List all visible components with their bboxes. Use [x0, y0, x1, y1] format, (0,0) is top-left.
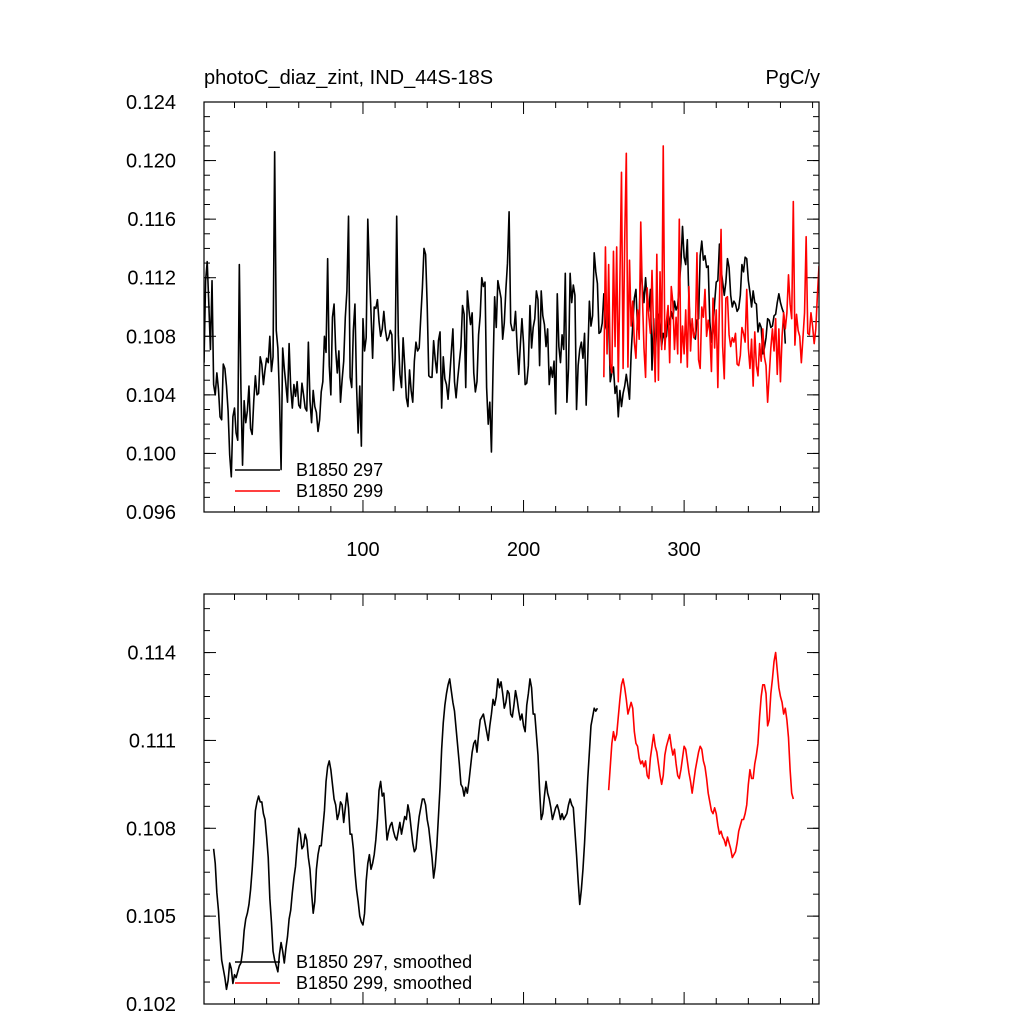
y-tick-label: 0.116: [127, 209, 176, 231]
y-tick-label: 0.105: [126, 906, 176, 928]
legend-label-b1850-299: B1850 299: [296, 481, 383, 501]
x-tick-label: 300: [667, 539, 700, 561]
legend-label-b1850-299-smoothed: B1850 299, smoothed: [296, 973, 472, 993]
top-panel-legend: B1850 297 B1850 299: [235, 460, 383, 501]
bottom-panel-legend: B1850 297, smoothed B1850 299, smoothed: [235, 952, 472, 993]
y-tick-label: 0.104: [126, 385, 176, 407]
y-tick-label: 0.096: [126, 502, 176, 524]
series-line-b1850-297-smoothed: [212, 678, 599, 991]
bottom-panel: 0.102 0.105 0.108 0.111 0.114 B1850 297, smo…: [126, 593, 820, 1016]
bottom-panel-frame: [203, 593, 820, 1005]
series-line-b1850-297: [204, 150, 787, 478]
top-panel-frame: [203, 101, 820, 513]
x-tick-label: 200: [507, 539, 540, 561]
y-tick-label: 0.112: [127, 268, 176, 290]
x-tick-label: 100: [346, 539, 379, 561]
series-line-b1850-299-smoothed: [607, 651, 795, 859]
legend-label-b1850-297-smoothed: B1850 297, smoothed: [296, 952, 472, 972]
y-tick-label: 0.124: [126, 92, 176, 114]
top-panel: photoC_diaz_zint, IND_44S-18S PgC/y 0.09…: [126, 67, 820, 561]
y-tick-label: 0.102: [126, 994, 176, 1016]
y-tick-label: 0.100: [126, 443, 176, 465]
series-line-b1850-299: [603, 145, 819, 403]
y-tick-label: 0.108: [126, 326, 176, 348]
y-tick-label: 0.114: [127, 643, 176, 665]
y-tick-label: 0.108: [126, 818, 176, 840]
legend-label-b1850-297: B1850 297: [296, 460, 383, 480]
top-panel-title: photoC_diaz_zint, IND_44S-18S: [204, 67, 493, 89]
top-panel-units: PgC/y: [766, 67, 820, 89]
y-tick-label: 0.111: [129, 730, 176, 752]
y-tick-label: 0.120: [126, 151, 176, 173]
